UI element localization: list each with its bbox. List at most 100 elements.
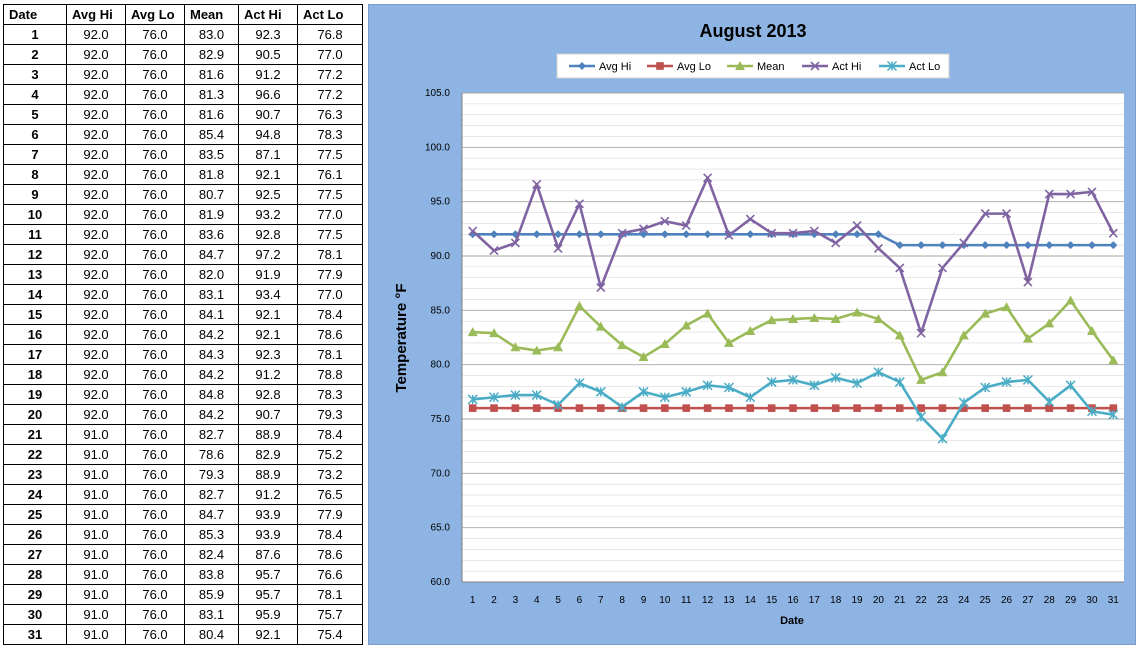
- data-point-diamond: [532, 230, 541, 239]
- value-cell: 93.9: [238, 524, 298, 545]
- value-cell: 77.0: [297, 284, 363, 305]
- value-cell: 76.0: [125, 384, 185, 405]
- date-cell: 20: [3, 404, 67, 425]
- data-point-x: [489, 246, 499, 256]
- value-cell: 76.8: [297, 24, 363, 45]
- value-cell: 92.0: [66, 244, 126, 265]
- data-point-diamond: [578, 62, 586, 70]
- table-row: 31 91.0 76.0 80.4 92.1 75.4: [3, 624, 363, 645]
- table-row: 4 92.0 76.0 81.3 96.6 77.2: [3, 84, 363, 105]
- value-cell: 76.0: [125, 64, 185, 85]
- table-row: 16 92.0 76.0 84.2 92.1 78.6: [3, 324, 363, 345]
- value-cell: 82.9: [238, 444, 298, 465]
- value-cell: 84.2: [184, 324, 239, 345]
- date-cell: 12: [3, 244, 67, 265]
- value-cell: 77.0: [297, 204, 363, 225]
- temperature-line-chart: August 2013 Avg Hi Avg Lo Mean Act Hi Act Lo…: [393, 21, 1124, 627]
- table-row: 30 91.0 76.0 83.1 95.9 75.7: [3, 604, 363, 625]
- value-cell: 76.6: [297, 564, 363, 585]
- data-point-triangle: [788, 314, 798, 324]
- data-point-triangle: [873, 314, 884, 324]
- data-point-x: [617, 228, 627, 238]
- data-point-diamond: [1087, 241, 1096, 250]
- data-point-square: [490, 404, 498, 412]
- data-point-diamond: [938, 241, 947, 250]
- value-cell: 78.1: [297, 584, 363, 605]
- value-cell: 75.7: [297, 604, 363, 625]
- value-cell: 80.7: [184, 184, 239, 205]
- value-cell: 92.0: [66, 84, 126, 105]
- value-cell: 78.4: [297, 424, 363, 445]
- data-point-star: [574, 378, 585, 389]
- value-cell: 84.2: [184, 364, 239, 385]
- value-cell: 85.9: [184, 584, 239, 605]
- value-cell: 91.9: [238, 264, 298, 285]
- table-row: 9 92.0 76.0 80.7 92.5 77.5: [3, 184, 363, 205]
- data-point-square: [1109, 404, 1118, 412]
- value-cell: 91.0: [66, 484, 126, 505]
- date-cell: 24: [3, 484, 67, 505]
- plot-area: [462, 93, 1124, 582]
- x-tick-label: 6: [577, 595, 583, 606]
- value-cell: 97.2: [238, 244, 298, 265]
- value-cell: 77.9: [297, 264, 363, 285]
- value-cell: 76.0: [125, 544, 185, 565]
- value-cell: 92.0: [66, 284, 126, 305]
- table-row: 3 92.0 76.0 81.6 91.2 77.2: [3, 64, 363, 85]
- table-row: 8 92.0 76.0 81.8 92.1 76.1: [3, 164, 363, 185]
- value-cell: 76.0: [125, 44, 185, 65]
- x-tick-label: 11: [681, 595, 692, 606]
- date-cell: 28: [3, 564, 67, 585]
- value-cell: 78.6: [184, 444, 239, 465]
- value-cell: 83.0: [184, 24, 239, 45]
- data-point-star: [894, 377, 905, 388]
- data-point-triangle: [830, 314, 841, 324]
- data-point-star: [852, 378, 863, 389]
- data-point-x: [873, 243, 883, 253]
- date-cell: 14: [3, 284, 67, 305]
- value-cell: 77.9: [297, 504, 363, 525]
- data-point-triangle: [702, 308, 713, 318]
- value-cell: 83.1: [184, 284, 239, 305]
- value-cell: 77.2: [297, 84, 363, 105]
- value-cell: 92.1: [238, 624, 298, 645]
- data-point-x: [553, 243, 563, 253]
- data-point-diamond: [703, 230, 712, 239]
- value-cell: 92.1: [238, 304, 298, 325]
- date-cell: 13: [3, 264, 67, 285]
- data-point-diamond: [1023, 241, 1032, 250]
- value-cell: 92.0: [66, 324, 126, 345]
- data-point-square: [981, 404, 989, 412]
- x-tick-label: 14: [745, 595, 757, 606]
- column-header: Avg Lo: [125, 4, 185, 25]
- value-cell: 82.7: [184, 484, 239, 505]
- value-cell: 91.0: [66, 504, 126, 525]
- value-cell: 93.9: [238, 504, 298, 525]
- data-point-star: [702, 380, 713, 391]
- data-point-diamond: [639, 230, 648, 239]
- x-tick-label: 21: [894, 595, 906, 606]
- data-point-diamond: [660, 230, 669, 239]
- value-cell: 76.0: [125, 424, 185, 445]
- data-point-diamond: [554, 230, 563, 239]
- value-cell: 91.0: [66, 524, 126, 545]
- data-point-star: [916, 411, 927, 422]
- date-cell: 19: [3, 384, 67, 405]
- data-point-triangle: [1108, 355, 1119, 365]
- value-cell: 76.0: [125, 264, 185, 285]
- x-tick-label: 7: [598, 595, 604, 606]
- data-point-triangle: [531, 345, 542, 355]
- date-cell: 22: [3, 444, 67, 465]
- legend-item: Avg Lo: [647, 61, 711, 73]
- legend-item: Mean: [727, 61, 785, 73]
- data-point-triangle: [510, 342, 521, 352]
- y-tick-label: 95.0: [431, 197, 451, 208]
- value-cell: 81.6: [184, 64, 239, 85]
- value-cell: 76.0: [125, 464, 185, 485]
- data-point-diamond: [981, 241, 990, 250]
- data-point-star: [510, 390, 521, 401]
- x-tick-label: 22: [916, 595, 928, 606]
- table-row: 20 92.0 76.0 84.2 90.7 79.3: [3, 404, 363, 425]
- data-point-star: [531, 390, 542, 401]
- value-cell: 76.0: [125, 484, 185, 505]
